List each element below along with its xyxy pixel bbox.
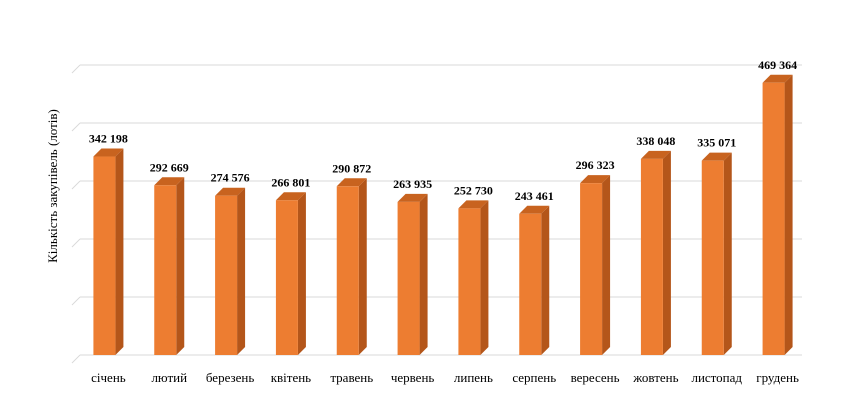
category-label: січень: [91, 370, 126, 385]
bar-серпень: [519, 205, 550, 355]
bar-side: [297, 192, 306, 355]
bar-side: [419, 193, 428, 355]
gridline-slant: [71, 296, 81, 306]
category-label: травень: [330, 370, 373, 385]
bar-front: [458, 208, 481, 355]
bar-top: [701, 152, 732, 161]
bar-front: [336, 186, 359, 355]
bars: [93, 74, 793, 355]
bar-front: [215, 195, 238, 355]
data-label: 252 730: [454, 183, 493, 197]
bar-лютий: [154, 177, 185, 355]
gridline-slant: [71, 354, 81, 364]
bar-front: [519, 213, 542, 355]
category-label: червень: [391, 370, 435, 385]
bar-top: [519, 205, 550, 214]
bar-вересень: [580, 175, 611, 355]
bar-червень: [397, 193, 428, 355]
bar-side: [237, 187, 246, 355]
bar-front: [154, 185, 177, 355]
bar-front: [580, 183, 603, 355]
bar-top: [93, 148, 124, 157]
data-label: 266 801: [271, 175, 310, 189]
bar-top: [458, 200, 489, 209]
bar-top: [215, 187, 246, 196]
bar-side: [176, 177, 185, 355]
category-label: липень: [454, 370, 493, 385]
data-label: 243 461: [515, 189, 554, 203]
data-label: 296 323: [576, 158, 615, 172]
bar-березень: [215, 187, 246, 355]
category-label: серпень: [512, 370, 556, 385]
bar-front: [93, 156, 116, 355]
data-label: 274 576: [211, 171, 250, 185]
bar-top: [580, 175, 611, 184]
gridline-slant: [71, 180, 81, 190]
data-label: 338 048: [636, 134, 675, 148]
category-label: вересень: [571, 370, 620, 385]
gridlines: [71, 64, 802, 364]
gridline-slant: [71, 238, 81, 248]
bar-січень: [93, 148, 124, 355]
gridline-slant: [71, 122, 81, 132]
data-label: 335 071: [697, 136, 736, 150]
bar-top: [397, 193, 428, 202]
bar-side: [115, 148, 124, 355]
bar-травень: [336, 178, 367, 355]
bar-top: [275, 192, 306, 201]
bar-front: [397, 201, 420, 355]
bar-top: [154, 177, 185, 186]
bar-top: [640, 150, 671, 159]
data-label: 290 872: [332, 161, 371, 175]
bar-листопад: [701, 152, 732, 355]
bar-грудень: [762, 74, 793, 355]
gridline-slant: [71, 64, 81, 74]
data-label: 342 198: [89, 132, 128, 146]
category-labels: січень лютий березень квітень травень червень…: [91, 370, 799, 385]
data-labels: 342 198 292 669 274 576 266 801 290 872 263 9…: [89, 58, 797, 203]
category-label: грудень: [756, 370, 799, 385]
bar-top: [762, 74, 793, 83]
bar-side: [784, 74, 793, 355]
category-label: квітень: [271, 370, 311, 385]
category-label: листопад: [691, 370, 742, 385]
bar-top: [336, 178, 367, 187]
y-axis-title: Кількість закупівель (лотів): [45, 109, 60, 263]
bar-side: [541, 205, 550, 355]
bar-липень: [458, 200, 489, 355]
bar-квітень: [275, 192, 306, 355]
category-label: лютий: [151, 370, 187, 385]
bar-front: [275, 200, 298, 355]
bar-front: [762, 82, 785, 355]
data-label: 469 364: [758, 58, 797, 72]
bar-front: [701, 160, 724, 355]
category-label: березень: [206, 370, 255, 385]
bar-side: [358, 178, 367, 355]
data-label: 263 935: [393, 177, 432, 191]
bar-жовтень: [640, 150, 671, 355]
bar-side: [662, 150, 671, 355]
category-label: жовтень: [632, 370, 678, 385]
bar-side: [480, 200, 489, 355]
data-label: 292 669: [150, 160, 189, 174]
bar-side: [602, 175, 611, 355]
bar-front: [640, 158, 663, 355]
bar-side: [723, 152, 732, 355]
